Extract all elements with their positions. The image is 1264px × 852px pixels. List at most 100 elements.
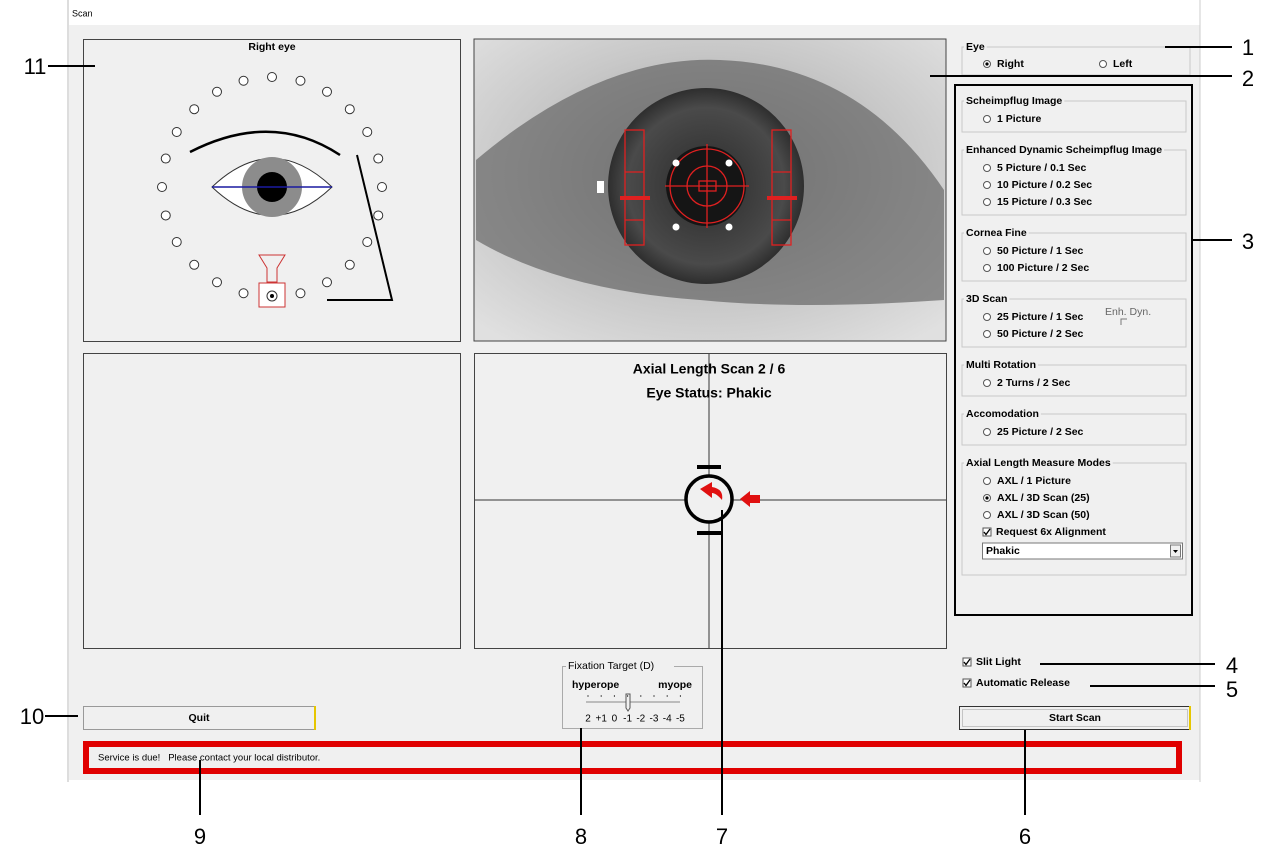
fixation-point (238, 75, 249, 86)
scale-label: +1 (595, 714, 607, 725)
dropdown-box (982, 542, 1183, 560)
group-legend: Scheimpflug Image (966, 95, 1062, 107)
fixation-point (373, 210, 384, 221)
fixation-point (344, 259, 355, 270)
radio-option[interactable]: 25 Picture / 1 Sec (983, 311, 1084, 323)
fixation-point (322, 86, 332, 97)
empty-panel (83, 353, 461, 649)
option-label: 2 Turns / 2 Sec (997, 377, 1070, 389)
fixation-point (157, 182, 167, 192)
fixation-target: Fixation Target (D) hyperope myope 2 +1 0-… (562, 660, 703, 729)
checkbox[interactable] (1120, 318, 1127, 325)
fixation-point (295, 288, 306, 299)
checkbox-option[interactable]: Slit Light (962, 656, 1021, 668)
radio-dot (985, 62, 989, 66)
checkbox-option[interactable]: Request 6x Alignment (982, 526, 1106, 538)
checkbox-label: Slit Light (976, 656, 1021, 668)
option-label: 25 Picture / 2 Sec (997, 426, 1084, 438)
camera-image (473, 38, 947, 342)
scale-label: -1 (623, 714, 632, 725)
slider-thumb[interactable] (625, 693, 631, 712)
scale-left-label: hyperope (572, 679, 619, 691)
radio-button (983, 511, 991, 519)
radio-option[interactable]: 1 Picture (983, 113, 1042, 125)
scan-mode-frame (954, 84, 1193, 616)
radio-option[interactable]: 2 Turns / 2 Sec (983, 377, 1071, 389)
option-label: 1 Picture (997, 113, 1042, 125)
fixation-point (362, 237, 373, 247)
eye-diagram-panel: Right eye (83, 39, 461, 342)
legend-background (964, 95, 1065, 107)
scan-status: Axial Length Scan 2 / 6 (633, 361, 786, 377)
dropdown[interactable]: Phakic (982, 542, 1183, 560)
quit-button[interactable]: Quit (83, 706, 316, 730)
option-label: Left (1113, 58, 1133, 70)
fixation-point (377, 182, 387, 192)
option-label: 15 Picture / 0.3 Sec (997, 196, 1092, 208)
radio-option[interactable]: Left (1099, 58, 1133, 70)
radio-button (983, 264, 991, 272)
radio-option[interactable]: AXL / 3D Scan (50) (983, 509, 1090, 521)
radio-option[interactable]: AXL / 3D Scan (25) (983, 492, 1090, 504)
scale-right-label: myope (658, 679, 692, 691)
callout-number: 10 (20, 704, 44, 729)
message-bar (83, 741, 1182, 774)
option-label: 50 Picture / 2 Sec (997, 328, 1084, 340)
alignment-panel: Axial Length Scan 2 / 6 Eye Status: Phak… (474, 353, 947, 649)
fixation-point (160, 210, 171, 221)
callout-number: 1 (1242, 35, 1254, 60)
radio-button (983, 379, 991, 387)
callout-number: 2 (1242, 66, 1254, 91)
scale-label: -2 (636, 714, 645, 725)
option-label: 100 Picture / 2 Sec (997, 262, 1089, 274)
option-label: AXL / 3D Scan (50) (997, 509, 1090, 521)
group-box (961, 413, 1187, 446)
radio-option[interactable]: 50 Picture / 1 Sec (983, 245, 1084, 257)
radio-option[interactable]: 15 Picture / 0.3 Sec (983, 196, 1093, 208)
fixation-point (212, 86, 222, 97)
radio-button (983, 313, 991, 321)
group-legend: Accomodation (966, 408, 1039, 420)
radio-option[interactable]: 25 Picture / 2 Sec (983, 426, 1084, 438)
radio-button (983, 477, 991, 485)
option-label: 5 Picture / 0.1 Sec (997, 162, 1086, 174)
dropdown-value: Phakic (986, 545, 1020, 557)
checkbox-option[interactable]: Automatic Release (962, 677, 1070, 689)
radio-button (983, 198, 991, 206)
radio-button (983, 164, 991, 172)
checkbox-label: Request 6x Alignment (996, 526, 1106, 538)
fixation-point (295, 75, 306, 86)
callout-number: 4 (1226, 653, 1238, 678)
option-label: Right (997, 58, 1024, 70)
callout-number: 5 (1226, 677, 1238, 702)
radio-button (983, 115, 991, 123)
radio-button (1099, 60, 1107, 68)
radio-option[interactable]: 5 Picture / 0.1 Sec (983, 162, 1087, 174)
callout-number: 7 (716, 824, 728, 849)
scale-label: -4 (663, 714, 672, 725)
callout-number: 11 (24, 54, 47, 79)
fixation-point (171, 237, 182, 247)
eye-status: Eye Status: Phakic (646, 385, 771, 401)
group-legend: Axial Length Measure Modes (966, 457, 1111, 469)
checkbox (982, 527, 992, 537)
fixation-point (344, 104, 355, 115)
radio-option[interactable]: Right (983, 58, 1025, 70)
start-scan-button[interactable]: Start Scan (959, 706, 1191, 730)
legend-background (964, 408, 1041, 420)
fixation-point (189, 259, 200, 270)
group-legend: Enhanced Dynamic Scheimpflug Image (966, 144, 1162, 156)
group-box (961, 232, 1187, 282)
radio-option[interactable]: AXL / 1 Picture (983, 475, 1072, 487)
option-label: 25 Picture / 1 Sec (997, 311, 1084, 323)
radio-option[interactable]: 10 Picture / 0.2 Sec (983, 179, 1093, 191)
group-legend: Multi Rotation (966, 359, 1036, 371)
radio-option[interactable]: 100 Picture / 2 Sec (983, 262, 1090, 274)
option-label: 10 Picture / 0.2 Sec (997, 179, 1092, 191)
radio-button (983, 247, 991, 255)
option-label: AXL / 1 Picture (997, 475, 1071, 487)
radio-option[interactable]: 50 Picture / 2 Sec (983, 328, 1084, 340)
radio-button (983, 428, 991, 436)
side-label: Enh. Dyn. (1105, 306, 1151, 318)
scale-label: -3 (650, 714, 659, 725)
